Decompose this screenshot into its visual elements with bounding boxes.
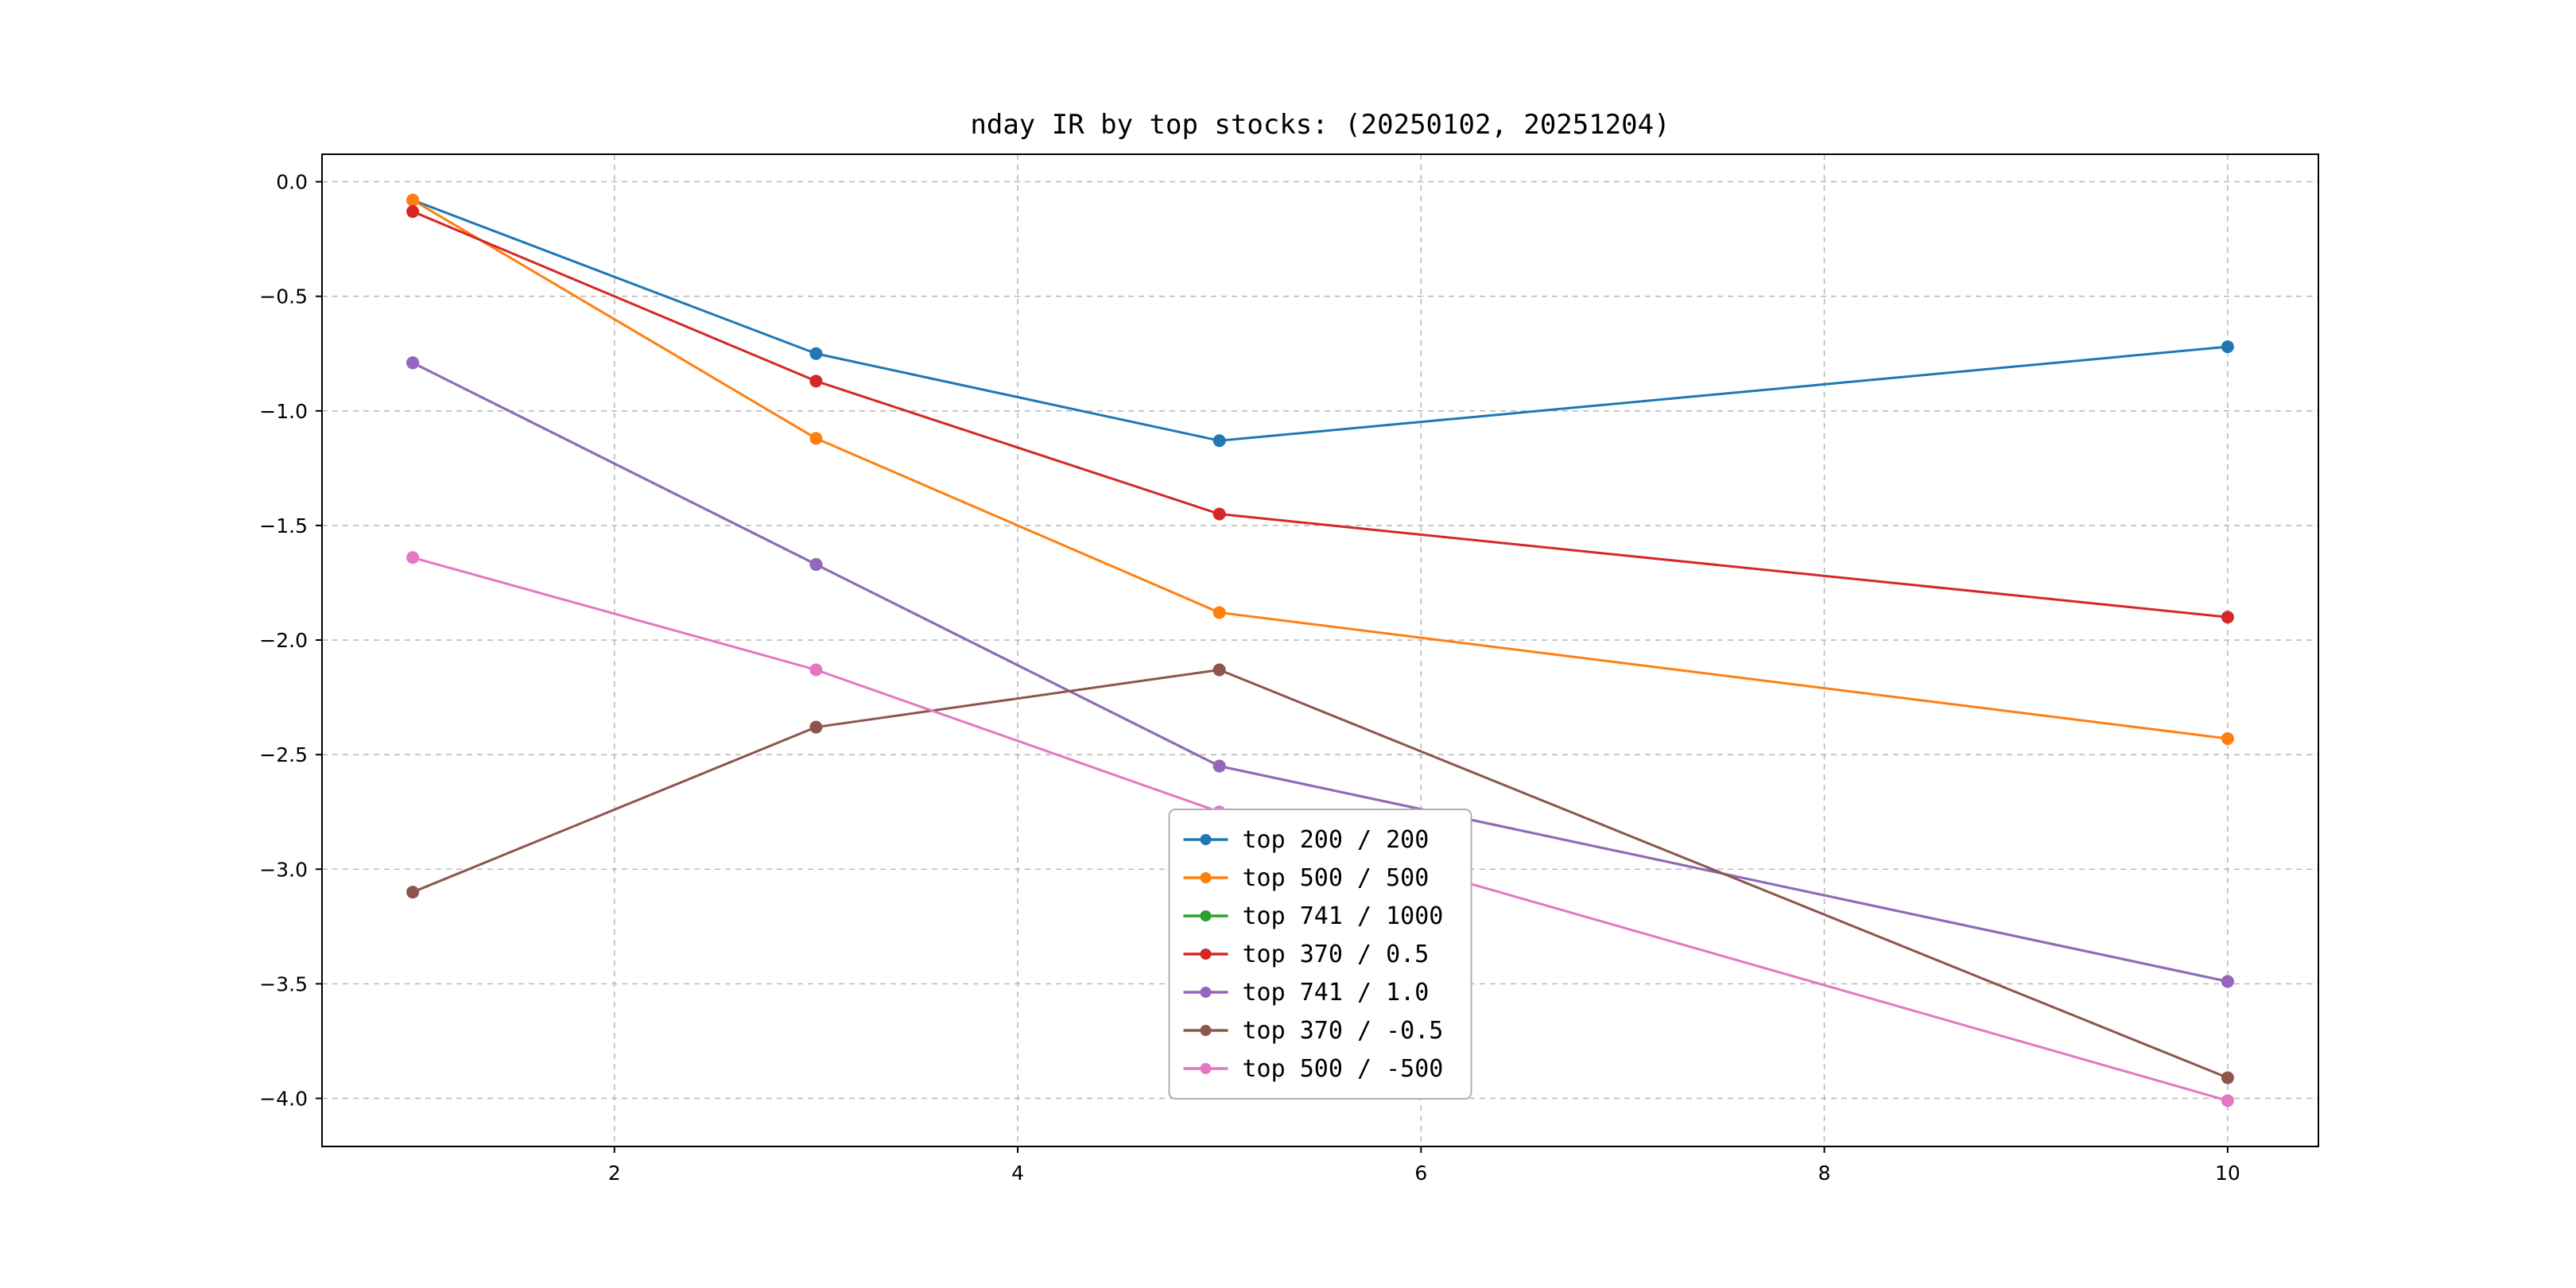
series-line-top-500-500 <box>412 199 2229 740</box>
series-top-370-0.5 <box>406 663 2234 1084</box>
legend-label: top 370 / 0.5 <box>1243 941 1430 968</box>
data-point <box>2221 1094 2234 1108</box>
data-point <box>1212 759 1226 773</box>
x-tick-label: 4 <box>1011 1162 1024 1185</box>
data-point <box>1212 663 1226 677</box>
x-tick-label: 8 <box>1818 1162 1831 1185</box>
y-tick-label: −0.5 <box>259 285 308 308</box>
y-tick-label: −3.5 <box>259 972 308 995</box>
data-point <box>1212 507 1226 521</box>
data-point <box>406 886 420 899</box>
data-point <box>809 432 823 445</box>
legend-item-top-741-1000: top 741 / 1000 <box>1183 902 1444 930</box>
y-tick-label: −4.0 <box>259 1087 308 1110</box>
series-line-top-500-500 <box>412 556 2229 1102</box>
legend-frame <box>1168 809 1472 1100</box>
data-point <box>406 193 420 207</box>
chart-title: nday IR by top stocks: (20250102, 202512… <box>970 109 1670 141</box>
data-point <box>1212 606 1226 619</box>
data-point <box>809 347 823 360</box>
data-point <box>2221 340 2234 354</box>
series-top-200-200 <box>406 193 2234 448</box>
y-axis: 0.0 −0.5 −1.0 −1.5 −2.0 −2.5 −3.0 −3.5 −4.0 <box>259 171 322 1110</box>
data-point <box>809 557 823 571</box>
legend-marker <box>1200 1025 1212 1036</box>
legend-label: top 200 / 200 <box>1243 826 1430 854</box>
legend-item-top-370-0.5: top 370 / 0.5 <box>1183 941 1430 968</box>
data-point <box>406 205 420 219</box>
y-tick-label: 0.0 <box>276 171 308 194</box>
y-tick-label: −2.5 <box>259 743 308 766</box>
legend-label: top 370 / -0.5 <box>1243 1017 1444 1045</box>
series-line-top-370-0.5 <box>412 210 2229 619</box>
legend-item-top-500-500: top 500 / 500 <box>1183 864 1430 892</box>
y-tick-label: −1.0 <box>259 400 308 423</box>
legend-item-top-370-0.5: top 370 / -0.5 <box>1183 1017 1444 1045</box>
y-tick-label: −3.0 <box>259 858 308 881</box>
legend-marker <box>1200 949 1212 960</box>
legend-item-top-500-500: top 500 / -500 <box>1183 1055 1444 1083</box>
legend-label: top 500 / 500 <box>1243 864 1430 892</box>
legend: top 200 / 200 top 500 / 500 top 741 / 1000… <box>1168 809 1472 1100</box>
y-tick-label: −1.5 <box>259 514 308 537</box>
y-tick-label: −2.0 <box>259 629 308 652</box>
legend-marker <box>1200 872 1212 883</box>
data-point <box>809 374 823 388</box>
legend-marker <box>1200 1063 1212 1074</box>
legend-marker <box>1200 834 1212 845</box>
series-top-500-500 <box>406 193 2234 745</box>
legend-marker <box>1200 987 1212 998</box>
series-line-top-200-200 <box>412 199 2229 442</box>
data-point <box>406 356 420 370</box>
data-point <box>809 720 823 734</box>
x-tick-label: 10 <box>2215 1162 2240 1185</box>
data-point <box>1212 434 1226 448</box>
data-point <box>2221 731 2234 745</box>
data-point <box>2221 1071 2234 1084</box>
data-point <box>2221 611 2234 624</box>
legend-item-top-200-200: top 200 / 200 <box>1183 826 1430 854</box>
data-point <box>2221 975 2234 988</box>
series-line-top-370-0.5 <box>412 668 2229 1079</box>
x-tick-label: 2 <box>608 1162 621 1185</box>
x-tick-label: 6 <box>1414 1162 1427 1185</box>
x-axis: 2 4 6 8 10 <box>608 1146 2240 1185</box>
data-point <box>809 663 823 677</box>
legend-label: top 741 / 1000 <box>1243 902 1444 930</box>
legend-item-top-741-1.0: top 741 / 1.0 <box>1183 979 1430 1007</box>
grid <box>322 154 2318 1146</box>
legend-label: top 500 / -500 <box>1243 1055 1444 1083</box>
plot-border <box>321 153 2319 1147</box>
legend-label: top 741 / 1.0 <box>1243 979 1430 1007</box>
data-point <box>406 551 420 564</box>
legend-marker <box>1200 910 1212 921</box>
series-top-370-0.5 <box>406 205 2234 624</box>
